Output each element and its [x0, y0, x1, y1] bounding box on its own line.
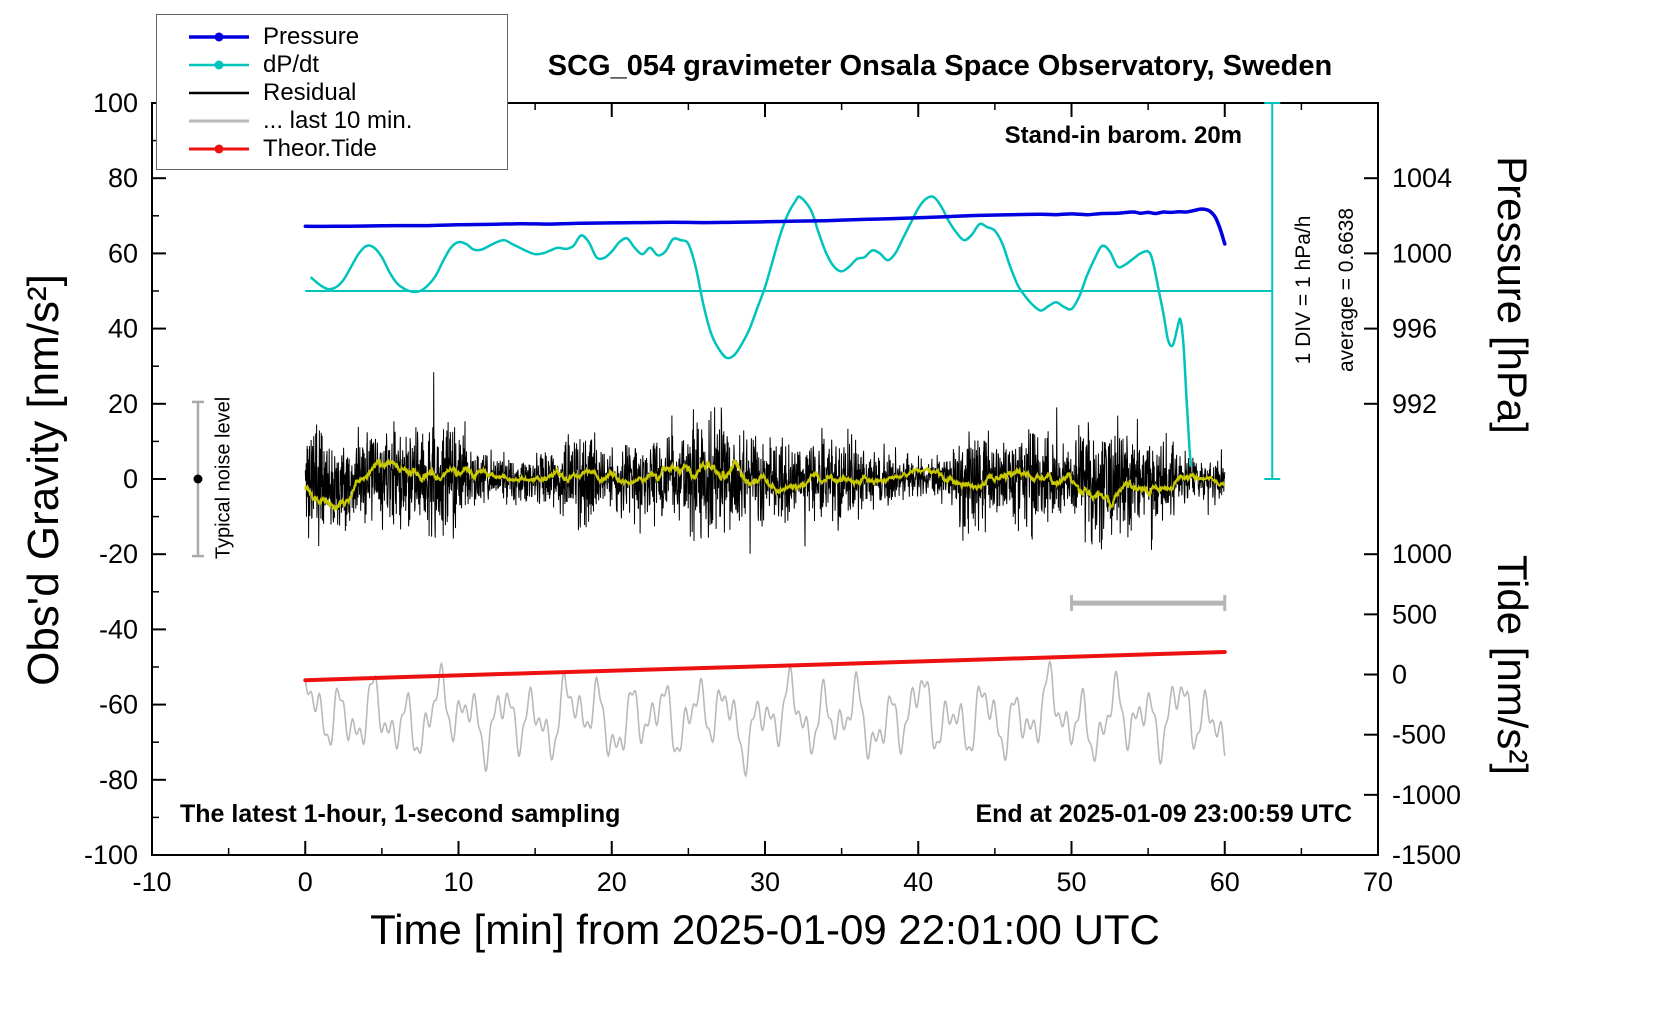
pressure-div-indicator — [1264, 102, 1281, 480]
axes: -10 0 10 20 30 40 50 60 70-100-80-60-40-20020406… — [84, 88, 1461, 897]
tide-tick-label: 1000 — [1392, 539, 1452, 569]
x-tick-label: 50 — [1056, 867, 1086, 897]
noise-level-bar — [191, 400, 204, 558]
y-axis-label-gravity: Obs'd Gravity [nm/s²] — [19, 274, 68, 686]
series-line-residual-smooth — [304, 458, 1226, 513]
legend-item-residual: Residual — [157, 79, 507, 107]
pressure-tick-label: 1000 — [1392, 238, 1452, 268]
legend-sample-last10 — [189, 119, 249, 123]
y-tick-label: 20 — [108, 389, 138, 419]
scale-bar — [1070, 595, 1227, 612]
x-tick-label: 40 — [903, 867, 933, 897]
tide-tick-label: 500 — [1392, 599, 1437, 629]
y-axis-label-tide: Tide [nm/s²] — [1489, 554, 1536, 776]
legend-item-pressure: Pressure — [157, 23, 507, 51]
legend: Pressure dP/dt Residual... last 10 min. The… — [156, 14, 508, 170]
x-tick-label: 60 — [1210, 867, 1240, 897]
noise-level-dot — [193, 474, 203, 484]
legend-sample-residual — [189, 91, 249, 95]
y-tick-label: 60 — [108, 238, 138, 268]
y-tick-label: -80 — [99, 765, 138, 795]
y-tick-label: -20 — [99, 539, 138, 569]
legend-item-last10: ... last 10 min. — [157, 107, 507, 135]
y-tick-label: -100 — [84, 840, 138, 870]
tide-tick-label: -500 — [1392, 720, 1446, 750]
series-tide — [303, 650, 1227, 683]
x-tick-label: 70 — [1363, 867, 1393, 897]
annotation-sampling-info: The latest 1-hour, 1-second sampling — [180, 800, 621, 828]
tide-tick-label: -1500 — [1392, 840, 1461, 870]
y-tick-label: 0 — [123, 464, 138, 494]
pressure-tick-label: 992 — [1392, 389, 1437, 419]
pressure-tick-label: 1004 — [1392, 163, 1452, 193]
x-tick-label: 20 — [597, 867, 627, 897]
series-line-pressure — [303, 207, 1227, 246]
x-tick-label: 0 — [298, 867, 313, 897]
legend-label-tide: Theor.Tide — [263, 135, 377, 162]
tide-tick-label: -1000 — [1392, 780, 1461, 810]
legend-label-last10: ... last 10 min. — [263, 107, 413, 134]
legend-marker-dpdt — [214, 60, 224, 70]
pressure-tick-label: 996 — [1392, 314, 1437, 344]
legend-marker-tide — [214, 144, 224, 154]
x-axis-label: Time [min] from 2025-01-09 22:01:00 UTC — [370, 906, 1160, 953]
annotation-end-time: End at 2025-01-09 23:00:59 UTC — [975, 800, 1352, 828]
legend-item-dpdt: dP/dt — [157, 51, 507, 79]
annotation-noise-level: Typical noise level — [212, 396, 235, 560]
x-tick-label: -10 — [132, 867, 171, 897]
legend-label-pressure: Pressure — [263, 23, 360, 50]
x-tick-label: 10 — [443, 867, 473, 897]
legend-marker-pressure — [214, 32, 224, 42]
y-tick-label: 80 — [108, 163, 138, 193]
series-line-residual — [304, 372, 1226, 554]
legend-label-dpdt: dP/dt — [263, 51, 320, 78]
y-axis-label-pressure: Pressure [hPa] — [1489, 156, 1536, 434]
legend-label-residual: Residual — [263, 79, 357, 106]
annotation-barometer: Stand-in barom. 20m — [1004, 122, 1242, 149]
series-dpdt — [310, 195, 1193, 468]
y-tick-label: 40 — [108, 314, 138, 344]
series-line-tide — [303, 650, 1227, 683]
series-pressure — [303, 207, 1227, 246]
series-residual-smooth — [304, 458, 1226, 513]
series-line-last10 — [304, 659, 1226, 778]
annotation-div-scale: 1 DIV = 1 hPa/h — [1292, 215, 1315, 365]
y-tick-label: -40 — [99, 614, 138, 644]
series-last10 — [304, 659, 1226, 778]
legend-sample-pressure — [189, 32, 249, 42]
series-residual — [304, 372, 1226, 554]
legend-sample-dpdt — [189, 60, 249, 70]
series-line-dpdt — [310, 195, 1193, 468]
page-title: SCG_054 gravimeter Onsala Space Observat… — [547, 50, 1333, 82]
annotation-average: average = 0.6638 — [1335, 207, 1358, 373]
y-tick-label: 100 — [93, 88, 138, 118]
y-tick-label: -60 — [99, 690, 138, 720]
legend-item-tide: Theor.Tide — [157, 135, 507, 163]
tide-tick-label: 0 — [1392, 660, 1407, 690]
legend-sample-tide — [189, 144, 249, 154]
x-tick-label: 30 — [750, 867, 780, 897]
